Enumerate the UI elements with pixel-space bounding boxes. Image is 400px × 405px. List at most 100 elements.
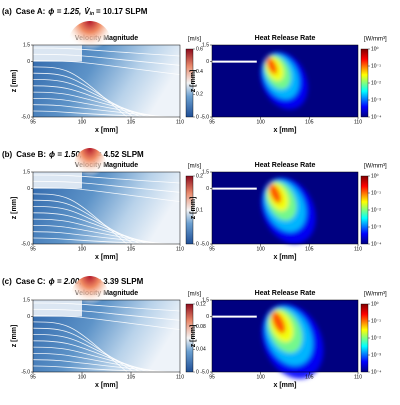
row-label: (b) [2, 150, 13, 159]
panel-frame [211, 299, 359, 373]
streamline [32, 353, 163, 373]
colorbar-tick-label: 0.4 [196, 69, 203, 75]
flame [260, 51, 308, 110]
x-tick-label: 95 [30, 119, 36, 125]
colorbar-tick-label: 10⁰ [371, 301, 379, 307]
colorbar [360, 303, 369, 373]
y-tick-label: 1.5 [23, 42, 30, 48]
x-axis-label: x [mm] [95, 382, 118, 389]
panel-frame [32, 171, 181, 245]
flow-symbol: V̇ [84, 7, 90, 16]
x-tick-label: 100 [256, 374, 265, 380]
panel-title: Heat Release Rate [255, 35, 316, 42]
x-tick-label: 100 [78, 119, 87, 125]
x-tick-label: 100 [78, 246, 87, 252]
x-tick-label: 100 [78, 374, 87, 380]
y-tick-label: 0 [206, 186, 209, 192]
flow-value: = 3.39 SLPM [96, 277, 143, 286]
x-axis-label: x [mm] [274, 382, 297, 389]
colorbar-unit: [W/mm³] [364, 292, 387, 298]
colorbar-tick-label: 0.1 [196, 207, 203, 213]
colorbar-tick-label: 0 [196, 114, 199, 120]
colorbar-tick-label: 0 [196, 241, 199, 247]
phi: ϕ = 2.00, [49, 277, 82, 286]
colorbar-unit: [W/mm³] [364, 164, 387, 170]
streamline [32, 91, 156, 118]
colorbar-tick-label: 10⁻⁴ [371, 114, 381, 120]
y-tick-label: 0 [27, 314, 30, 320]
flow-value: = 10.17 SLPM [96, 7, 148, 16]
y-tick-label: -5.0 [200, 369, 209, 375]
colorbar-tick-label: 0.2 [196, 92, 203, 98]
x-tick-label: 95 [30, 374, 36, 380]
panel-frame [211, 171, 359, 245]
x-tick-label: 105 [305, 119, 314, 125]
flame-layer [269, 184, 282, 204]
colorbar-unit: [W/mm³] [364, 37, 387, 43]
y-tick-label: -5.0 [21, 114, 30, 120]
colorbar-tick-label: 0.6 [196, 46, 203, 52]
x-tick-label: 105 [305, 246, 314, 252]
streamline [32, 104, 170, 118]
case-name: Case B: [16, 150, 46, 159]
streamline [32, 218, 156, 245]
y-tick-label: -5.0 [21, 369, 30, 375]
x-tick-label: 105 [127, 119, 136, 125]
colorbar-tick-label: 10⁻² [371, 335, 381, 341]
x-tick-label: 110 [354, 246, 362, 252]
colorbar [360, 175, 369, 245]
streamline [32, 53, 181, 66]
y-tick-label: 1.5 [202, 297, 209, 303]
row-header: (c)Case C:ϕ = 2.00,V̇in= 3.39 SLPM [2, 277, 144, 287]
streamline [32, 174, 181, 184]
y-tick-label: 1.5 [23, 297, 30, 303]
heat-field [212, 300, 358, 379]
colorbar-tick-label: 10⁻² [371, 207, 381, 213]
x-tick-label: 100 [256, 246, 265, 252]
colorbar-unit: [m/s] [188, 37, 201, 43]
colorbar-unit: [m/s] [188, 164, 201, 170]
x-tick-label: 100 [256, 119, 265, 125]
x-axis-label: x [mm] [274, 127, 297, 134]
velocity-field [32, 276, 181, 373]
streamline [32, 212, 149, 245]
velocity-field [32, 148, 181, 245]
colorbar-tick-label: 10⁻³ [371, 224, 381, 230]
flow-sub: in [90, 11, 94, 17]
x-tick-label: 95 [30, 246, 36, 252]
colorbar-tick-label: 10⁻³ [371, 352, 381, 358]
streamline [32, 231, 170, 245]
streamline [32, 60, 181, 75]
y-tick-label: 1.5 [202, 169, 209, 175]
x-tick-label: 110 [176, 246, 184, 252]
flame-layer [266, 57, 278, 75]
y-tick-label: 0 [27, 59, 30, 65]
y-axis-label: z [mm] [11, 70, 18, 93]
colorbar-tick-label: 0.08 [196, 324, 206, 330]
x-tick-label: 110 [176, 119, 184, 125]
colorbar [185, 303, 194, 373]
colorbar-tick-label: 10⁰ [371, 173, 379, 179]
phi: ϕ = 1.25, [48, 7, 81, 16]
colorbar [185, 48, 194, 118]
streamline [32, 346, 156, 373]
y-tick-label: 1.5 [23, 169, 30, 175]
x-axis-label: x [mm] [95, 254, 118, 261]
streamline [32, 365, 177, 373]
colorbar-tick-label: 10⁻² [371, 80, 381, 86]
colorbar-tick-label: 0 [196, 369, 199, 375]
row-label: (a) [2, 7, 12, 16]
case-name: Case C: [16, 277, 46, 286]
streamline [32, 110, 177, 118]
colorbar-tick-label: 10⁻¹ [371, 63, 381, 69]
row-header: (a) Case A: ϕ = 1.25, V̇in = 10.17 SLPM [2, 7, 148, 17]
colorbar-tick-label: 10⁻³ [371, 97, 381, 103]
panel-frame [32, 299, 181, 373]
y-tick-label: -5.0 [200, 241, 209, 247]
streamline [32, 340, 149, 373]
streamline [32, 359, 170, 373]
row-label: (c) [2, 277, 12, 286]
panel-title: Heat Release Rate [255, 162, 316, 169]
y-axis-label: z [mm] [11, 197, 18, 220]
